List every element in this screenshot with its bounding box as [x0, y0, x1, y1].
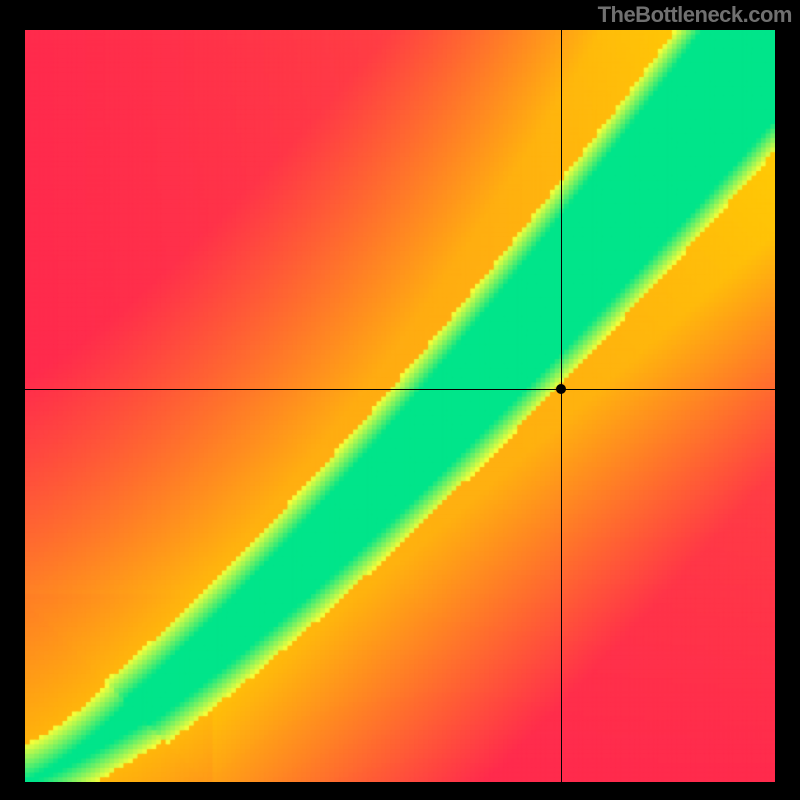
heatmap-canvas: [25, 30, 775, 782]
plot-frame: [25, 30, 775, 782]
crosshair-horizontal: [25, 389, 775, 390]
crosshair-vertical: [561, 30, 562, 782]
attribution-text: TheBottleneck.com: [598, 2, 792, 28]
chart-container: TheBottleneck.com: [0, 0, 800, 800]
